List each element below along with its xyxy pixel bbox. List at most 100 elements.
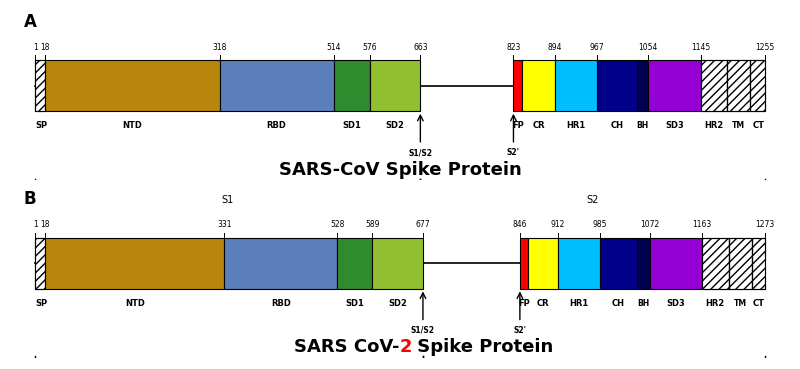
Text: S1/S2: S1/S2 [411,326,435,335]
Bar [35,238,45,289]
Text: HR2: HR2 [704,121,723,130]
Bar [729,238,752,289]
Bar [338,238,373,289]
Text: 894: 894 [547,43,562,52]
Text: 576: 576 [362,43,377,52]
Text: RBD: RBD [266,121,286,130]
Bar [373,238,423,289]
Text: Spike Protein: Spike Protein [410,338,553,356]
Text: 985: 985 [592,220,607,230]
Text: TM: TM [732,121,745,130]
Bar [750,60,765,111]
Text: A: A [24,13,37,31]
Bar [370,60,420,111]
Text: 846: 846 [513,220,527,230]
Text: 1145: 1145 [691,43,710,52]
Text: SD3: SD3 [665,121,684,130]
Text: NTD: NTD [122,121,142,130]
Text: S1/S2: S1/S2 [408,148,432,157]
Bar [727,60,750,111]
Text: CT: CT [753,121,765,130]
Text: 331: 331 [218,220,232,230]
Text: CR: CR [532,121,545,130]
Text: 18: 18 [40,220,50,230]
Bar [702,238,729,289]
Text: 823: 823 [506,43,521,52]
Text: S2': S2' [514,326,526,335]
Text: CT: CT [753,299,765,308]
Bar [554,60,598,111]
Bar [45,238,225,289]
Text: 1163: 1163 [692,220,711,230]
Bar [598,60,637,111]
Bar [600,238,637,289]
Text: 589: 589 [366,220,380,230]
Text: 318: 318 [213,43,227,52]
Bar [752,238,765,289]
Text: 1273: 1273 [755,220,774,230]
Bar [35,60,45,111]
Bar [727,60,750,111]
Bar [729,238,752,289]
Bar [752,238,765,289]
Bar [220,60,334,111]
Text: S2: S2 [586,196,598,206]
Text: 1255: 1255 [755,43,774,52]
Bar [522,60,554,111]
Text: CH: CH [610,121,623,130]
Bar [650,238,702,289]
Text: 967: 967 [590,43,605,52]
Bar [334,60,370,111]
Text: FP: FP [518,299,530,308]
Bar [637,238,650,289]
Bar [35,238,45,289]
Text: 677: 677 [416,220,430,230]
Text: S1: S1 [222,196,234,206]
Bar [701,60,727,111]
Bar [520,238,529,289]
Bar [558,238,600,289]
Text: SD3: SD3 [666,299,685,308]
Text: B: B [24,190,36,208]
Bar [35,60,45,111]
Text: S2': S2' [507,148,520,157]
Text: HR1: HR1 [566,121,586,130]
Text: 18: 18 [40,43,50,52]
Text: HR1: HR1 [569,299,588,308]
Text: 514: 514 [326,43,341,52]
Text: CR: CR [537,299,550,308]
Text: 1072: 1072 [640,220,659,230]
Text: 2: 2 [400,338,413,356]
Text: RBD: RBD [271,299,291,308]
Text: SARS-CoV Spike Protein: SARS-CoV Spike Protein [278,161,522,179]
Text: 663: 663 [413,43,428,52]
Text: CH: CH [612,299,625,308]
Text: NTD: NTD [125,299,145,308]
Text: 1: 1 [33,43,38,52]
Bar [750,60,765,111]
Text: SD2: SD2 [388,299,407,308]
Bar [702,238,729,289]
Bar [529,238,558,289]
Bar [225,238,338,289]
Text: TM: TM [734,299,746,308]
Bar [514,60,522,111]
Text: SD1: SD1 [342,121,361,130]
Text: HR2: HR2 [706,299,725,308]
Text: SD2: SD2 [386,121,405,130]
Text: 912: 912 [550,220,565,230]
Bar [45,60,220,111]
Bar [637,60,648,111]
Text: 528: 528 [330,220,345,230]
Text: FP: FP [512,121,524,130]
Text: BH: BH [636,121,649,130]
Bar [701,60,727,111]
Text: 1054: 1054 [638,43,658,52]
Text: 1: 1 [33,220,38,230]
Text: SP: SP [35,299,47,308]
Bar [648,60,701,111]
Text: BH: BH [637,299,650,308]
Text: SD1: SD1 [346,299,365,308]
Text: SARS CoV-: SARS CoV- [294,338,400,356]
Text: SP: SP [35,121,47,130]
